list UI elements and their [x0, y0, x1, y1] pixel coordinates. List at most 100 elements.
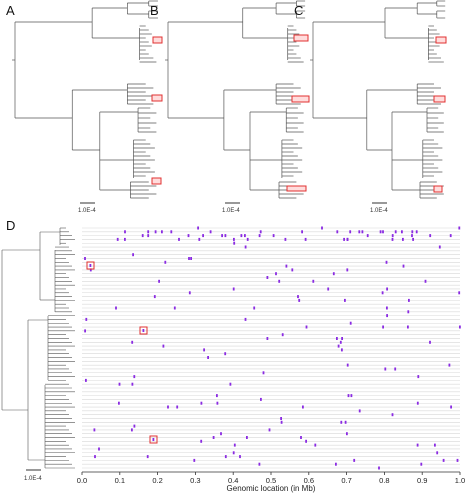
snp-marker: [298, 298, 301, 302]
snp-marker: [358, 409, 361, 413]
snp-marker: [188, 257, 190, 260]
highlight-boxes: [86, 261, 158, 444]
snp-marker: [416, 443, 419, 447]
snp-marker: [89, 268, 92, 272]
snp-marker: [133, 424, 136, 428]
snp-marker: [188, 291, 191, 295]
highlight-box: [149, 435, 158, 444]
snp-marker: [124, 237, 126, 241]
snp-marker: [131, 340, 134, 344]
highlight-box: [433, 185, 443, 193]
snp-marker: [280, 420, 283, 424]
genome-tracks: [82, 227, 460, 469]
snp-marker: [224, 352, 227, 356]
snp-marker: [429, 340, 431, 344]
snp-marker: [232, 451, 235, 455]
snp-marker: [202, 234, 204, 238]
snp-marker: [258, 234, 261, 238]
scale-bar-a: 1.0E-4: [78, 202, 96, 214]
snp-marker: [340, 420, 343, 424]
snp-marker: [161, 230, 163, 234]
axis-tick-label: 0.2: [152, 476, 162, 485]
axis-tick-label: 0.3: [190, 476, 200, 485]
snp-marker: [124, 230, 126, 234]
axis-tick-label: 0.1: [115, 476, 125, 485]
snp-marker: [253, 306, 256, 310]
snp-marker: [401, 230, 403, 234]
snp-marker: [233, 241, 236, 245]
snp-marker: [302, 405, 304, 409]
snp-marker: [262, 371, 265, 375]
snp-marker: [284, 237, 287, 241]
snp-marker: [118, 382, 121, 386]
snp-marker: [233, 237, 235, 241]
snp-marker: [366, 234, 369, 238]
snp-marker: [417, 375, 420, 379]
snp-marker: [229, 382, 232, 386]
snp-marker: [411, 234, 413, 238]
snp-marker: [305, 439, 307, 443]
snp-marker: [285, 264, 288, 268]
axis-tick-label: 1.0: [455, 476, 465, 485]
snp-marker: [259, 230, 262, 234]
snp-marker: [344, 420, 347, 424]
highlight-box: [286, 185, 307, 192]
snp-marker: [118, 401, 120, 405]
snp-marker: [412, 237, 414, 241]
snp-marker: [442, 458, 445, 462]
snp-marker: [394, 367, 397, 371]
axis-tick-label: 0.6: [304, 476, 314, 485]
snp-marker: [232, 287, 235, 291]
snp-marker: [449, 234, 452, 238]
snp-marker: [336, 230, 339, 234]
snp-marker: [162, 344, 165, 348]
snp-marker: [280, 417, 282, 420]
snp-marker: [391, 237, 394, 241]
snp-marker: [459, 325, 461, 329]
scale-bar-c: 1.0E-4: [370, 202, 388, 214]
scale-label-b: 1.0E-4: [222, 208, 240, 214]
snp-marker: [458, 291, 461, 295]
snp-marker: [458, 226, 461, 230]
snp-marker: [266, 276, 269, 279]
snp-marker: [239, 455, 241, 459]
snp-marker: [84, 329, 86, 333]
snp-marker: [131, 382, 134, 386]
snp-marker: [133, 375, 136, 379]
snp-marker: [291, 268, 294, 272]
snp-marker: [154, 230, 157, 234]
snp-marker: [336, 337, 338, 340]
snp-marker: [344, 298, 346, 302]
snp-marker: [416, 401, 419, 405]
scale-bar-d: 1.0E-4: [24, 469, 42, 482]
snp-marker: [379, 230, 382, 234]
snp-marker: [93, 428, 96, 432]
snp-marker: [434, 443, 436, 447]
snp-marker: [361, 230, 364, 234]
snp-marker: [349, 230, 352, 234]
snp-marker: [429, 234, 432, 238]
snp-marker: [346, 363, 349, 367]
snp-marker: [301, 230, 303, 234]
snp-marker: [391, 413, 394, 417]
snp-marker: [178, 237, 180, 241]
snp-marker: [438, 245, 441, 249]
snp-marker: [212, 436, 215, 439]
highlight-box: [151, 94, 163, 102]
snp-marker: [321, 226, 323, 230]
snp-marker: [116, 237, 119, 241]
snp-marker: [141, 234, 144, 238]
panel-label-c: C: [294, 3, 304, 18]
phylogenetic-tree-d: [1, 227, 75, 469]
snp-marker: [198, 237, 201, 241]
highlight-box: [293, 34, 309, 42]
axis-tick-label: 0.5: [266, 476, 276, 485]
snp-marker: [346, 432, 348, 436]
snp-marker: [281, 333, 284, 337]
snp-marker: [85, 378, 87, 382]
snp-marker: [244, 245, 247, 249]
snp-marker: [258, 462, 261, 466]
snp-marker: [233, 443, 236, 447]
snp-marker: [216, 394, 218, 398]
